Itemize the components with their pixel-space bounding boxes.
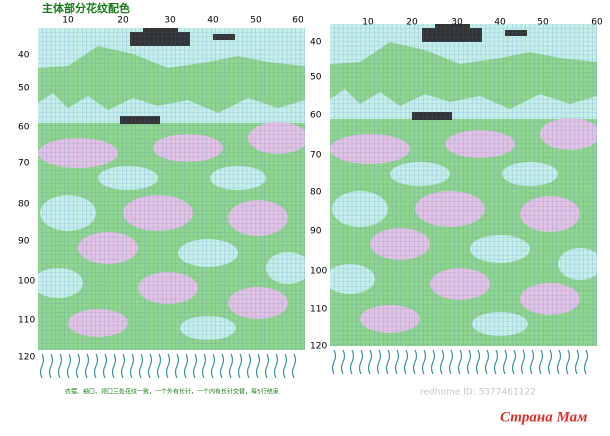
row-number: 100 — [18, 277, 35, 287]
row-number: 40 — [310, 38, 322, 48]
left-pattern-grid — [33, 28, 310, 378]
row-number: 70 — [18, 159, 30, 169]
row-number: 110 — [18, 316, 35, 326]
row-number: 40 — [18, 51, 30, 61]
column-number: 60 — [591, 18, 603, 28]
right-pattern-grid — [325, 24, 602, 374]
note: 衣摆、袖口、领口三处花纹一致，一个外有长针，一个内有长针交替，每5行结束 — [65, 388, 279, 396]
row-number: 80 — [310, 188, 322, 198]
row-number: 110 — [310, 305, 327, 315]
logo: Страна Мам — [500, 409, 587, 425]
watermark: redhome ID: 5377461122 — [420, 388, 536, 398]
row-number: 120 — [18, 353, 35, 363]
title: 主体部分花纹配色 — [42, 1, 130, 15]
column-number: 20 — [406, 18, 418, 28]
column-number: 10 — [62, 16, 74, 26]
row-number: 60 — [18, 123, 30, 133]
column-number: 30 — [164, 16, 176, 26]
column-number: 50 — [250, 16, 262, 26]
row-number: 90 — [310, 227, 322, 237]
column-number: 40 — [494, 18, 506, 28]
row-number: 120 — [310, 342, 327, 352]
row-number: 100 — [310, 267, 327, 277]
row-number: 70 — [310, 151, 322, 161]
row-number: 50 — [310, 73, 322, 83]
row-number: 60 — [310, 111, 322, 121]
column-number: 20 — [117, 16, 129, 26]
labels: 10 20 30 40 50 60 40 50 60 70 80 90 100 110 120 10 20 30 4… — [18, 16, 603, 363]
column-number: 50 — [537, 18, 549, 28]
row-number: 80 — [18, 200, 30, 210]
row-number: 50 — [18, 84, 30, 94]
column-number: 60 — [292, 16, 304, 26]
row-number: 90 — [18, 237, 30, 247]
column-number: 40 — [207, 16, 219, 26]
column-number: 10 — [362, 18, 374, 28]
column-number: 30 — [451, 18, 463, 28]
